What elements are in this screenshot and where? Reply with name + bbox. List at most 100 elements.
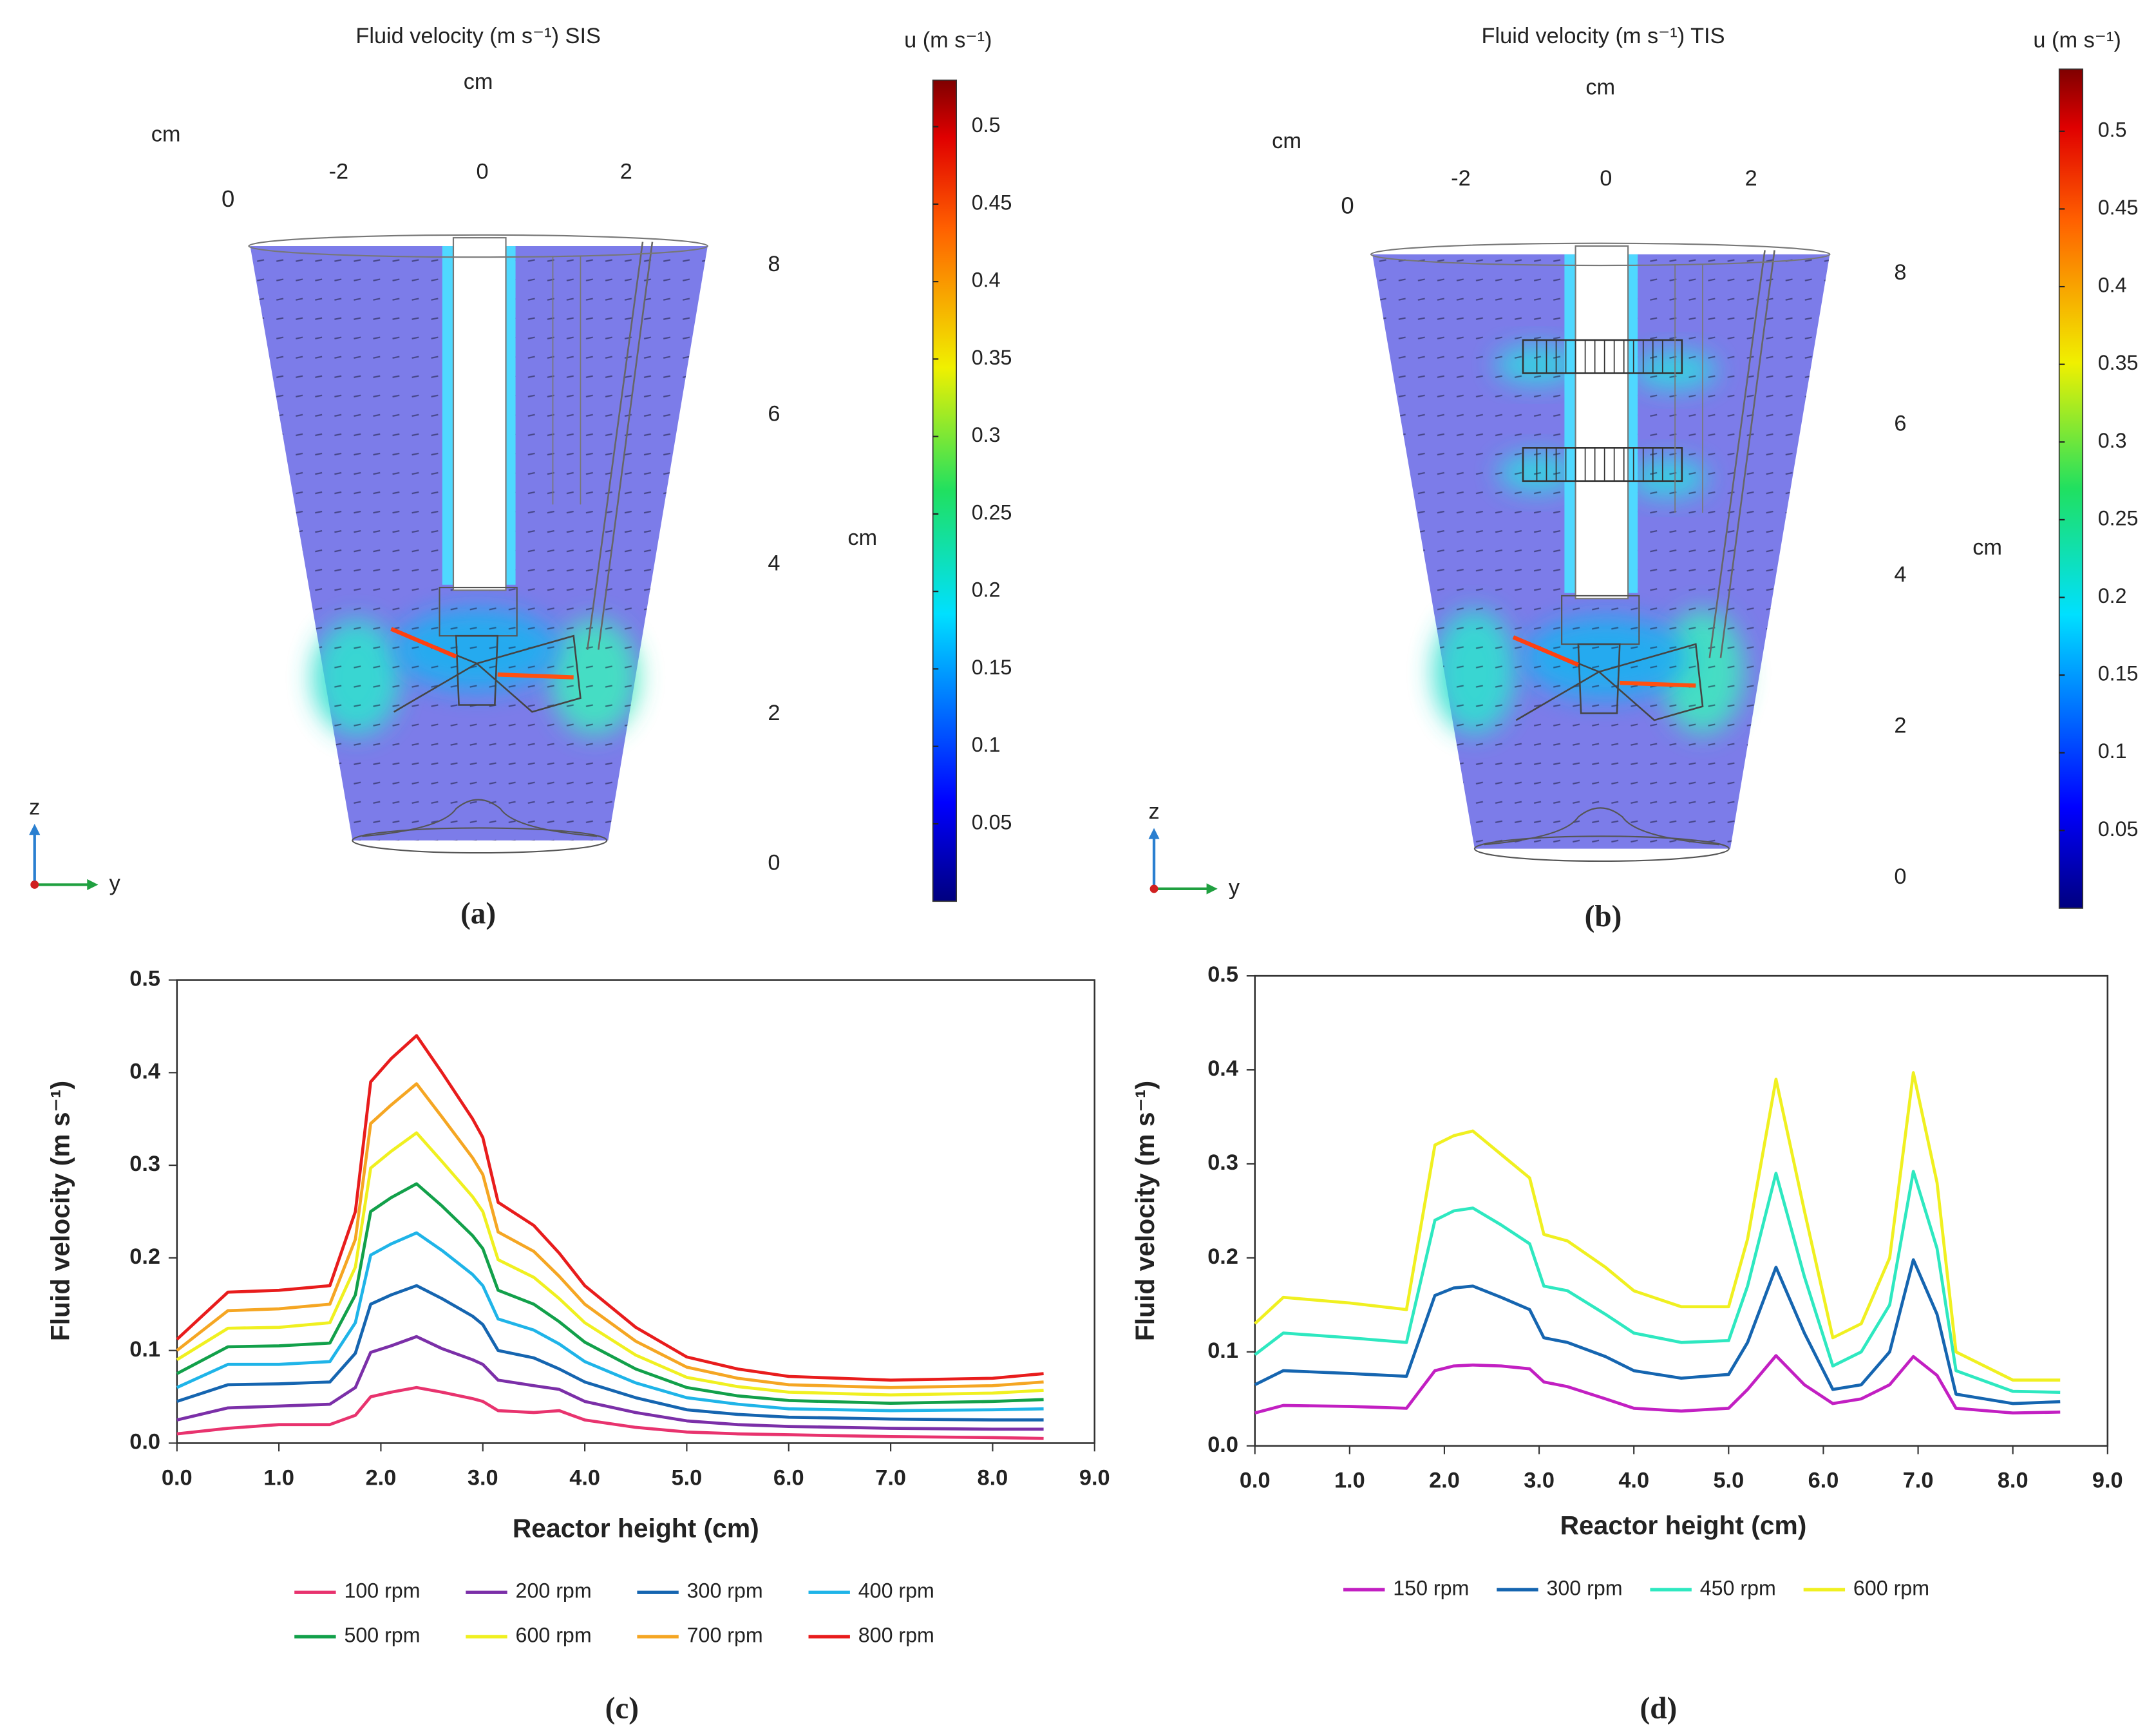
- upper-impeller: [1522, 447, 1683, 482]
- colorbar-label: u (m s⁻¹): [904, 28, 992, 52]
- colorbar-tick-label: 0.1: [2098, 739, 2127, 763]
- colorbar-tick-label: 0.35: [972, 346, 1012, 369]
- x-tick-label: 1.0: [1334, 1469, 1365, 1493]
- colorbar-tick-label: 0.1: [972, 733, 1001, 756]
- y-tick-label: 0: [477, 159, 489, 184]
- colorbar-tick-label: 0.4: [972, 269, 1001, 292]
- legend-label: 400 rpm: [858, 1579, 934, 1603]
- y-axis-label: cm: [1585, 75, 1615, 99]
- series-line: [1254, 1071, 2061, 1382]
- z-axis-label: cm: [847, 526, 877, 550]
- colorbar-tick-label: 0.45: [972, 191, 1012, 214]
- legend-label: 200 rpm: [516, 1579, 592, 1603]
- y-axis-label: Fluid velocity (m s⁻¹): [45, 1081, 75, 1341]
- field-panel: Fluid velocity (m s⁻¹) SIS u (m s⁻¹) 0.05 0…: [29, 24, 1012, 931]
- colorbar: [932, 79, 958, 902]
- series-line: [176, 1131, 1044, 1397]
- y-tick-label: 2: [1745, 166, 1757, 191]
- x-tick-label: 9.0: [1079, 1465, 1110, 1490]
- triad-y-head: [87, 879, 99, 891]
- y-tick-label: 0.1: [1207, 1338, 1238, 1363]
- field-panel: Fluid velocity (m s⁻¹) TIS u (m s⁻¹) 0.05 0…: [1148, 24, 2138, 933]
- x-tick-label: 2.0: [366, 1465, 397, 1490]
- line-chart: 0.0 1.0 2.0 3.0 4.0 5.0 6.0 7.0 8.0 9.0 0.0 0.1 0.2 0…: [1130, 962, 2123, 1725]
- colorbar-tick-label: 0.35: [2098, 351, 2139, 374]
- y-tick-label: 0.4: [1207, 1056, 1238, 1081]
- x-tick-label: 0: [1341, 193, 1354, 219]
- x-axis-label: cm: [1272, 129, 1301, 153]
- x-tick-label: 7.0: [1903, 1469, 1934, 1493]
- series-line: [1254, 1354, 2061, 1415]
- plot-frame: [1254, 975, 2109, 1447]
- x-tick-label: 8.0: [978, 1465, 1008, 1490]
- z-tick-label: 8: [768, 252, 780, 276]
- colorbar-tick-label: 0.05: [972, 810, 1012, 833]
- baffle: [1708, 250, 1775, 658]
- y-tick-label: -2: [329, 159, 349, 184]
- upper-impeller: [1522, 339, 1683, 374]
- panel-label: (b): [1585, 900, 1622, 933]
- legend-label: 150 rpm: [1393, 1576, 1469, 1599]
- y-tick-label: 0: [1600, 166, 1612, 191]
- x-tick-label: 6.0: [1808, 1469, 1839, 1493]
- top-rim: [248, 234, 708, 258]
- x-tick-label: 2.0: [1429, 1469, 1460, 1493]
- series-line: [176, 1231, 1044, 1413]
- x-tick-label: 5.0: [672, 1465, 703, 1490]
- bottom-dome: [362, 799, 598, 837]
- x-tick-label: 9.0: [2092, 1469, 2123, 1493]
- series-line: [176, 1335, 1044, 1431]
- colorbar-tick-label: 0.4: [2098, 274, 2127, 297]
- blade-hot: [390, 627, 457, 659]
- y-tick-label: 2: [620, 159, 632, 184]
- x-tick-label: 3.0: [468, 1465, 498, 1490]
- colorbar-tick-label: 0.2: [972, 578, 1001, 602]
- triad-origin: [30, 880, 39, 889]
- x-tick-label: 4.0: [569, 1465, 600, 1490]
- x-tick-label: 3.0: [1524, 1469, 1555, 1493]
- z-tick-label: 2: [1894, 713, 1906, 738]
- blade-hot: [497, 672, 574, 680]
- z-tick-label: 0: [768, 850, 780, 875]
- y-tick-label: 0.5: [1207, 962, 1238, 987]
- x-tick-label: 8.0: [1998, 1469, 2028, 1493]
- bottom-rim: [352, 827, 608, 854]
- series-line: [1254, 1170, 2061, 1394]
- shaft: [452, 237, 507, 591]
- shaft: [1574, 245, 1629, 600]
- y-axis-label: Fluid velocity (m s⁻¹): [1130, 1081, 1160, 1341]
- x-tick-label: 0: [222, 186, 234, 212]
- x-tick-label: 5.0: [1713, 1469, 1744, 1493]
- y-tick-label: 0.0: [129, 1430, 160, 1454]
- triad-z-label: z: [29, 795, 40, 820]
- blade-hot: [1512, 635, 1580, 667]
- legend-label: 700 rpm: [687, 1623, 763, 1646]
- triad-y-head: [1206, 883, 1218, 895]
- colorbar-label: u (m s⁻¹): [2033, 28, 2121, 52]
- blade-hot: [1620, 680, 1696, 688]
- series-line: [176, 1034, 1044, 1382]
- probe: [1674, 263, 1703, 513]
- colorbar-tick-label: 0.25: [2098, 506, 2139, 529]
- colorbar-tick-label: 0.15: [972, 656, 1012, 679]
- colorbar-tick-label: 0.15: [2098, 662, 2139, 685]
- y-tick-label: 0.4: [129, 1059, 160, 1083]
- y-tick-label: 0.2: [1207, 1244, 1238, 1269]
- y-tick-label: 0.1: [129, 1337, 160, 1362]
- panel-title: Fluid velocity (m s⁻¹) TIS: [1482, 24, 1725, 48]
- y-axis-label: cm: [464, 70, 493, 94]
- colorbar-tick-label: 0.45: [2098, 196, 2139, 219]
- baffle: [586, 242, 654, 650]
- top-rim: [1370, 242, 1831, 267]
- plot-frame: [176, 979, 1096, 1444]
- probe: [552, 256, 582, 505]
- triad-y-label: y: [109, 871, 121, 896]
- bottom-dome: [1484, 807, 1719, 846]
- x-tick-label: 1.0: [263, 1465, 294, 1490]
- z-tick-label: 4: [768, 551, 780, 576]
- line-chart: 0.0 1.0 2.0 3.0 4.0 5.0 6.0 7.0 8.0 9.0 0.0 0.1 0.2 0…: [45, 967, 1110, 1726]
- legend-label: 800 rpm: [858, 1623, 934, 1646]
- series-line: [176, 1385, 1044, 1440]
